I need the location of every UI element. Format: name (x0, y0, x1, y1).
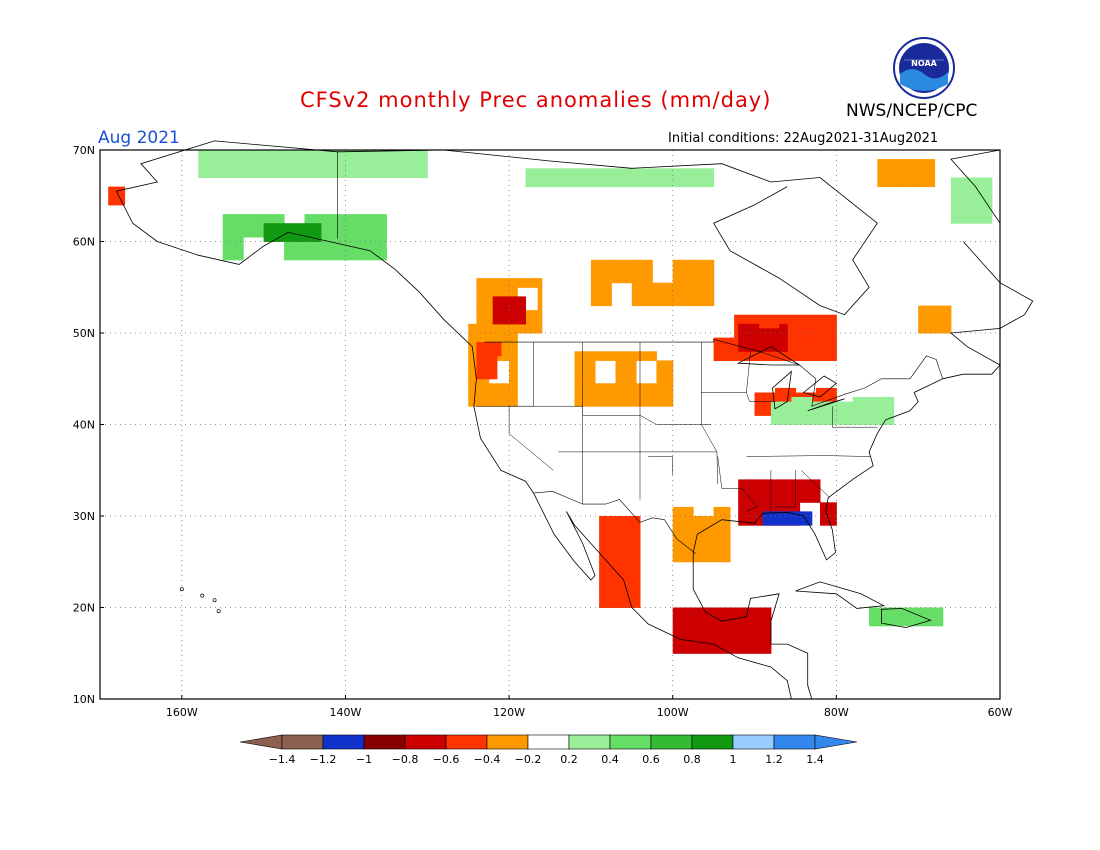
lon-tick-label: 140W (330, 706, 362, 719)
legend-swatch (691, 734, 734, 750)
lake-outline (807, 398, 845, 412)
lon-tick-label: 60W (988, 706, 1013, 719)
chart-title: CFSv2 monthly Prec anomalies (mm/day) (300, 88, 772, 112)
anomaly-region (918, 305, 952, 334)
lon-tick-label: 160W (166, 706, 198, 719)
anomaly-region (877, 159, 936, 188)
noaa-logo-text: NOAA (911, 59, 937, 68)
legend-swatch (363, 734, 406, 750)
legend-label: 0.8 (683, 753, 701, 766)
lake-outline (772, 370, 792, 410)
state-line (775, 470, 796, 508)
legend-label: 0.2 (560, 753, 578, 766)
anomaly-region (869, 607, 944, 627)
legend-label: −1.2 (310, 753, 337, 766)
anomaly-region (198, 150, 428, 178)
state-line (832, 406, 878, 428)
anomaly-region (525, 168, 715, 188)
anomaly-region (590, 259, 715, 307)
state-line (717, 456, 758, 512)
state-line (701, 342, 718, 485)
legend-label: 0.4 (601, 753, 619, 766)
anomaly-region (770, 397, 895, 425)
noaa-logo-icon: NOAA (893, 37, 955, 99)
legend-label: 1.2 (765, 753, 783, 766)
island-outline (200, 593, 205, 598)
axis-labels: 70N 60N 50N 40N 30N 20N 10N 160W 140W 120W 100W 80W… (73, 144, 1013, 719)
agency-label: NWS/NCEP/CPC (846, 101, 978, 121)
legend-label: −1 (356, 753, 372, 766)
anomaly-region (672, 506, 731, 563)
lon-tick-label: 80W (824, 706, 849, 719)
coastline-segment (795, 581, 886, 609)
lat-tick-label: 30N (73, 510, 95, 523)
legend-label: −0.2 (515, 753, 542, 766)
state-line (648, 456, 673, 475)
anomaly-region (950, 177, 993, 224)
lat-tick-label: 10N (73, 693, 95, 706)
coastline-segment (692, 241, 1034, 700)
island-outline (216, 609, 221, 614)
lon-tick-label: 100W (657, 706, 689, 719)
legend-arrow-right (814, 734, 858, 750)
legend-swatch (773, 734, 816, 750)
island-outline (212, 598, 217, 603)
anomaly-region (574, 351, 674, 407)
legend-swatch (322, 734, 365, 750)
coastline-segment (881, 607, 932, 629)
anomaly-region (263, 223, 322, 242)
state-line (801, 470, 830, 498)
anomaly-region (599, 516, 641, 608)
legend-label: −1.4 (269, 753, 296, 766)
anomaly-region (476, 342, 502, 380)
legend-label: −0.4 (474, 753, 501, 766)
border-line (484, 339, 943, 407)
grid-lines (100, 150, 1000, 699)
legend-arrow-left (239, 734, 283, 750)
lon-tick-label: 120W (493, 706, 525, 719)
legend-swatch (732, 734, 775, 750)
legend-swatch (281, 734, 324, 750)
anomaly-region (738, 323, 788, 352)
legend-label: 1.4 (806, 753, 824, 766)
coastline-segment (116, 191, 792, 700)
legend-swatch (445, 734, 488, 750)
border-line (533, 490, 696, 554)
coastline-segment (950, 149, 1001, 224)
legend-swatch (486, 734, 529, 750)
color-legend: −1.4 −1.2 −1 −0.8 −0.6 −0.4 −0.2 0.2 0.4 0.6 0.8 1 1… (239, 734, 858, 766)
lat-tick-label: 50N (73, 327, 95, 340)
state-line (746, 351, 775, 402)
island-outline (179, 587, 184, 592)
legend-label: −0.6 (433, 753, 460, 766)
coastline-segment (116, 140, 878, 316)
legend-swatch (650, 734, 693, 750)
legend-label: 1 (730, 753, 737, 766)
lat-tick-label: 40N (73, 419, 95, 432)
lat-tick-label: 20N (73, 602, 95, 615)
legend-swatch (404, 734, 447, 750)
legend-swatch (568, 734, 611, 750)
legend-swatch (609, 734, 652, 750)
state-line (746, 455, 871, 457)
map-content (108, 150, 993, 654)
lake-outline (802, 375, 838, 398)
period-label: Aug 2021 (98, 128, 180, 148)
anomaly-region (672, 607, 772, 654)
lat-tick-label: 70N (73, 144, 95, 157)
anomaly-region (492, 296, 526, 325)
legend-label: 0.6 (642, 753, 660, 766)
lat-tick-label: 60N (73, 236, 95, 249)
legend-swatch (527, 734, 570, 750)
legend-label: −0.8 (392, 753, 419, 766)
state-line (476, 405, 712, 425)
initial-conditions-label: Initial conditions: 22Aug2021-31Aug2021 (668, 131, 939, 146)
coastline (116, 140, 1034, 700)
